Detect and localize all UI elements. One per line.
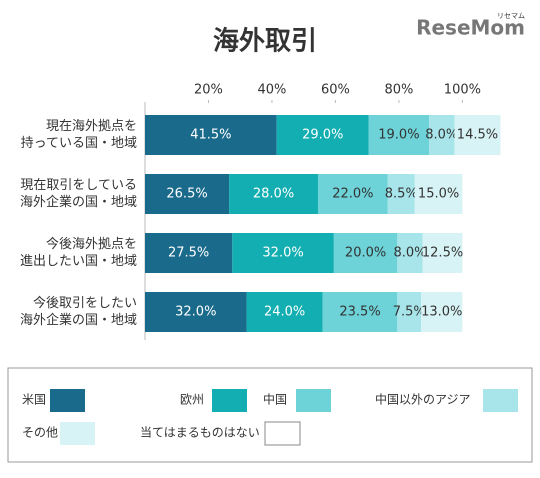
legend-label: 中国 <box>263 392 287 407</box>
value-label: 26.5% <box>166 187 207 202</box>
value-label: 22.0% <box>332 187 373 202</box>
legend-swatch <box>264 421 301 446</box>
value-label: 27.5% <box>168 246 209 261</box>
value-label: 29.0% <box>302 128 343 143</box>
bar-segment <box>333 233 398 273</box>
legend-swatch <box>483 389 518 412</box>
logo-sub: リセマム <box>497 12 525 20</box>
legend-label: 中国以外のアジア <box>375 392 471 407</box>
x-tick-label: 60% <box>321 83 350 98</box>
bar-segment <box>276 115 369 155</box>
y-tick-label: 現在海外拠点を <box>46 119 137 134</box>
x-tick-label: 20% <box>194 83 223 98</box>
value-label: 8.5% <box>385 187 418 202</box>
value-label: 32.0% <box>262 246 303 261</box>
bar-segment <box>397 292 422 332</box>
value-label: 41.5% <box>190 128 231 143</box>
legend-label: 当てはまるものはない <box>140 426 260 440</box>
chart-title: 海外取引 <box>213 27 317 57</box>
legend-label: 米国 <box>22 393 46 407</box>
bar-segment <box>429 115 455 155</box>
y-tick-label: 海外企業の国・地域 <box>20 312 137 328</box>
y-tick-label: 今後海外拠点を <box>46 236 137 252</box>
bar-segment <box>229 174 318 214</box>
bar-segment <box>421 292 463 332</box>
value-label: 12.5% <box>422 246 463 261</box>
value-label: 7.5% <box>393 305 426 320</box>
bar-segment <box>145 292 247 332</box>
bar-segment <box>387 174 415 214</box>
bar-segment <box>454 115 501 155</box>
y-tick-label: 今後取引をしたい <box>33 295 137 311</box>
bar-segment <box>232 233 334 273</box>
legend-box <box>7 367 533 463</box>
value-label: 19.0% <box>378 128 419 143</box>
legend-swatch <box>212 389 247 412</box>
legend-swatch <box>296 389 331 412</box>
x-tick-label: 100% <box>444 83 481 98</box>
bar-segment <box>145 115 277 155</box>
bar-segment <box>317 174 388 214</box>
x-tick-label: 40% <box>258 83 287 98</box>
bar-segment <box>322 292 398 332</box>
value-label: 13.0% <box>421 305 462 320</box>
legend-label: その他 <box>22 426 58 440</box>
value-label: 8.0% <box>394 246 427 261</box>
value-label: 24.0% <box>264 305 305 320</box>
legend-swatch <box>60 422 95 445</box>
logo: ReseMom <box>416 16 525 40</box>
value-label: 32.0% <box>175 305 216 320</box>
legend-label: 欧州 <box>180 393 204 407</box>
legend-swatch <box>50 389 85 412</box>
value-label: 8.0% <box>425 128 458 143</box>
bar-segment <box>145 174 230 214</box>
bar-segment <box>397 233 423 273</box>
bar-segment <box>414 174 463 214</box>
y-tick-label: 持っている国・地域 <box>21 136 137 151</box>
bar-segment <box>246 292 323 332</box>
value-label: 23.5% <box>339 305 380 320</box>
value-label: 28.0% <box>253 187 294 202</box>
y-tick-label: 現在取引をしている <box>20 178 137 193</box>
bar-segment <box>368 115 430 155</box>
value-label: 15.0% <box>418 187 459 202</box>
bar-segment <box>422 233 463 273</box>
y-tick-label: 海外企業の国・地域 <box>20 194 137 210</box>
bar-segment <box>145 233 233 273</box>
value-label: 20.0% <box>345 246 386 261</box>
value-label: 14.5% <box>457 128 498 143</box>
x-tick-label: 80% <box>384 83 413 98</box>
y-tick-label: 進出したい国・地域 <box>20 254 137 269</box>
